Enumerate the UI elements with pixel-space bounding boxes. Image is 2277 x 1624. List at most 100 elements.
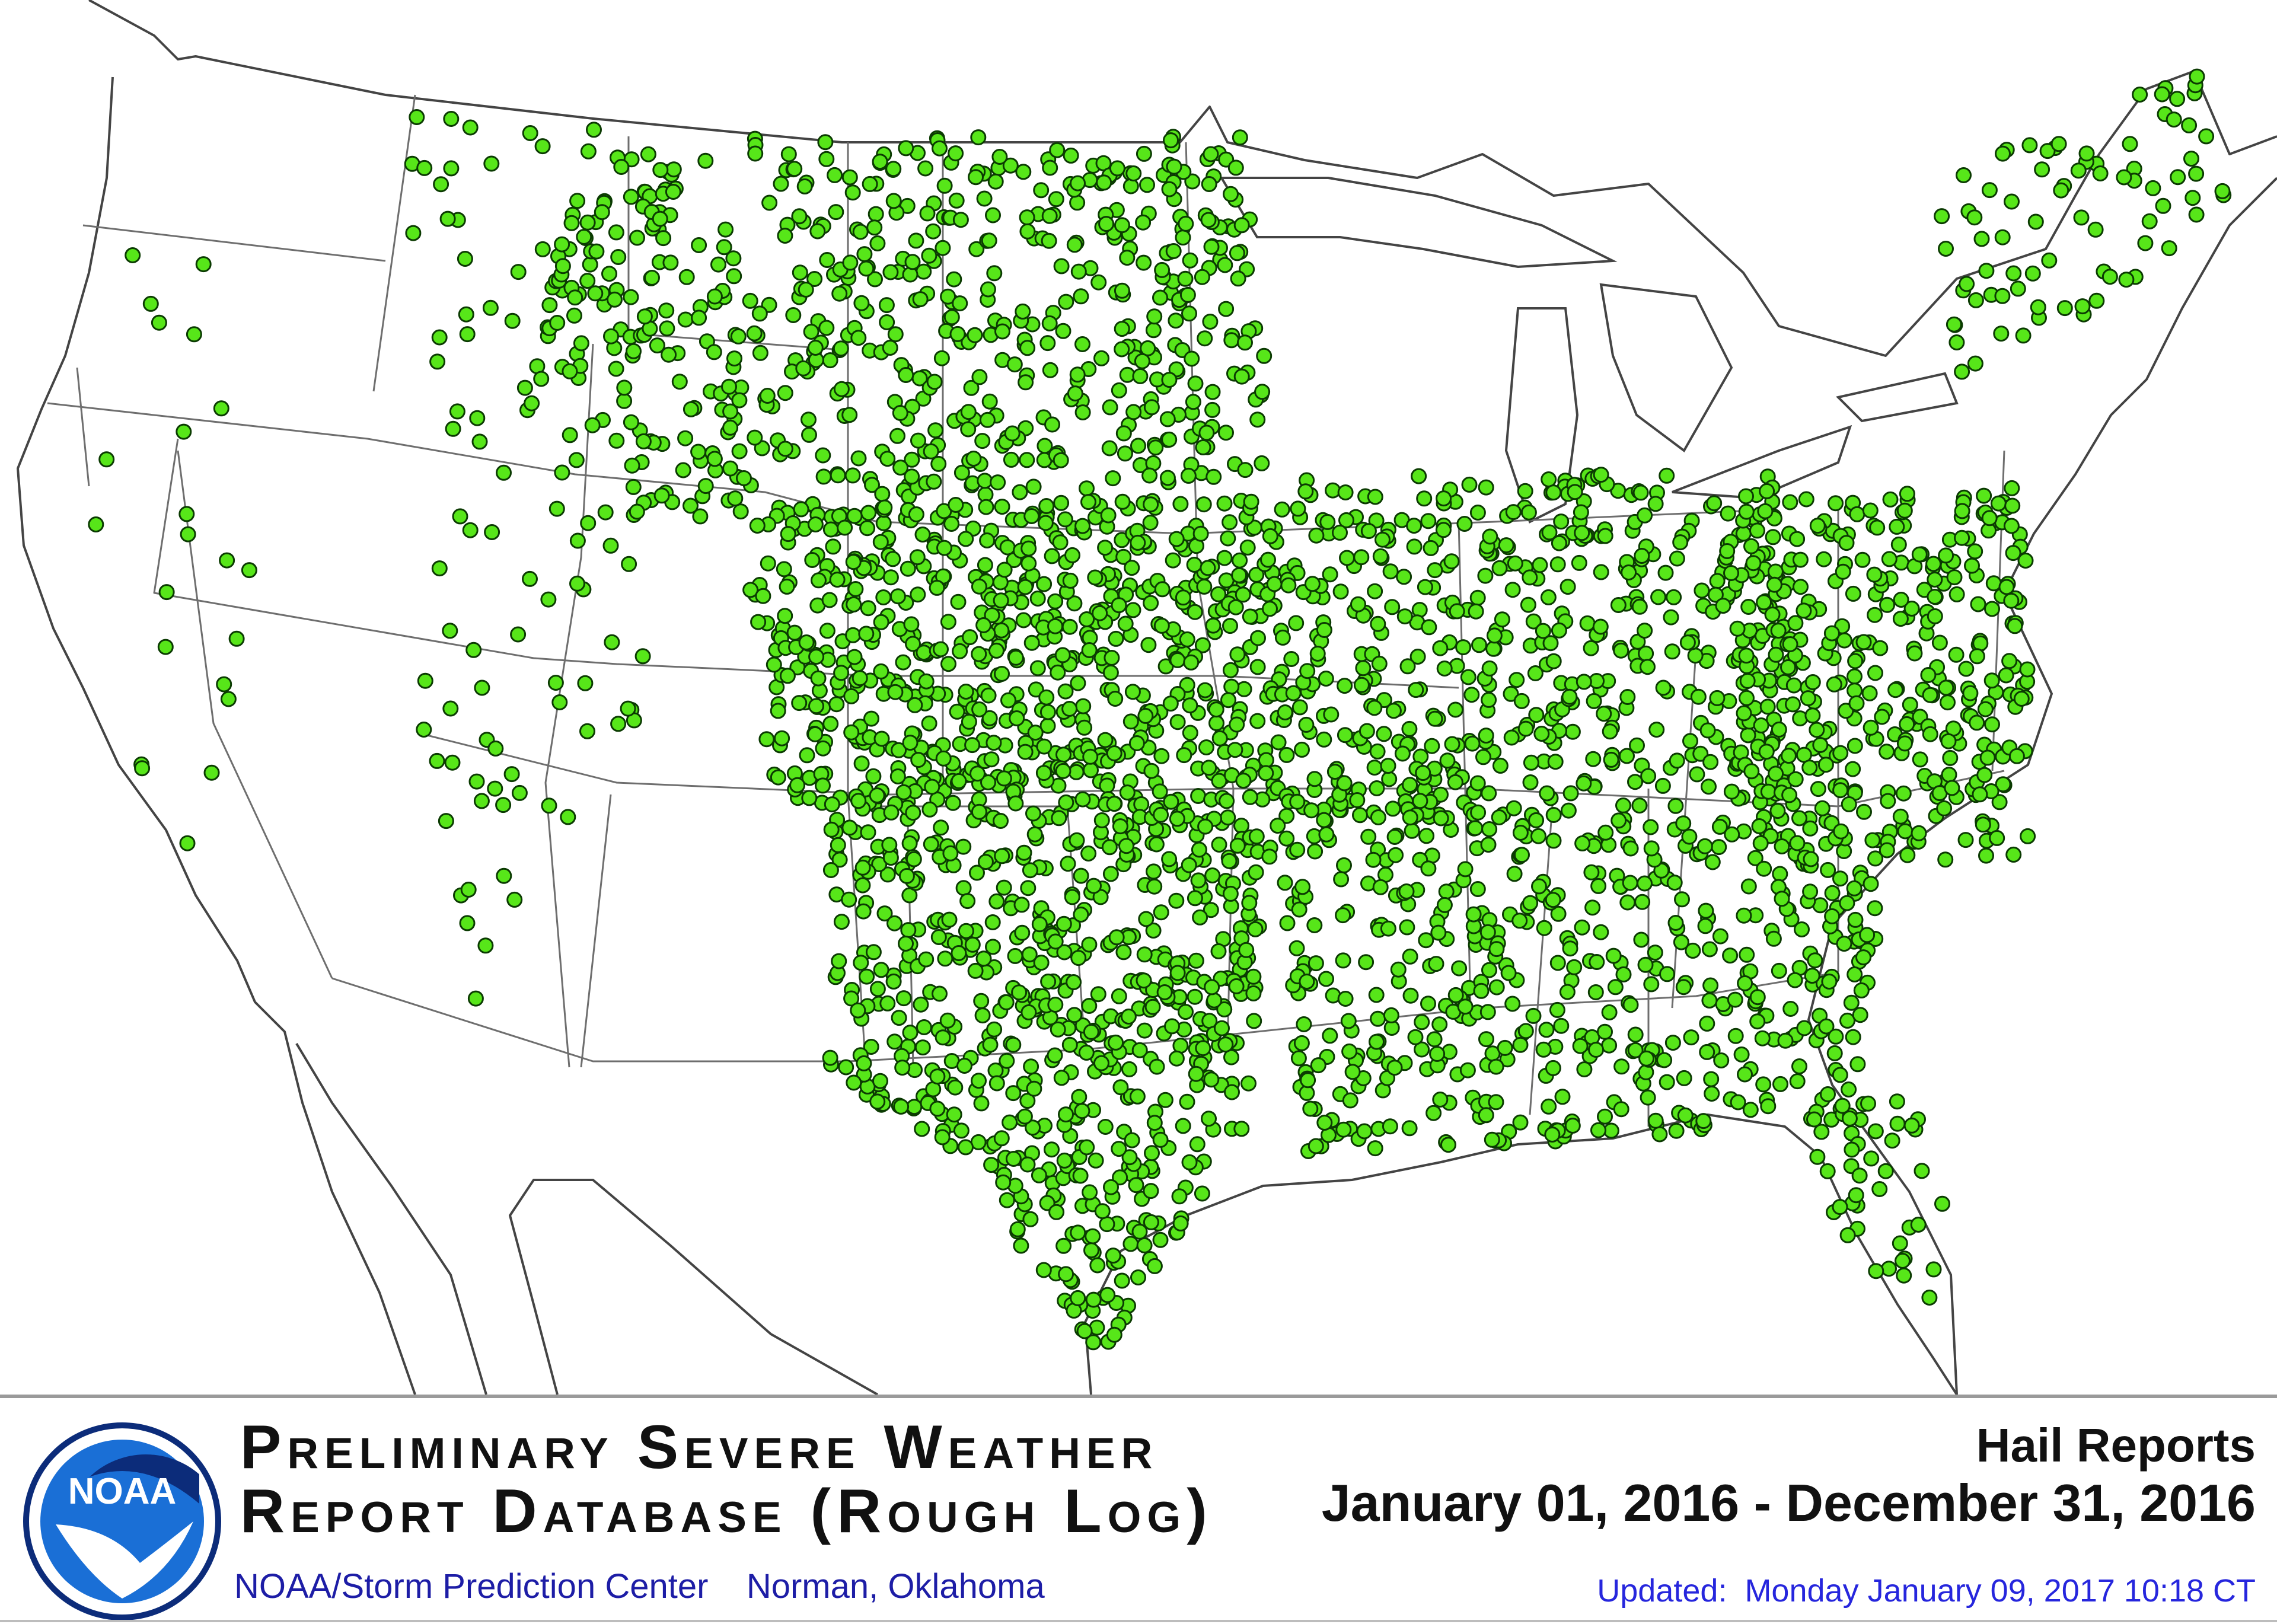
hail-report-marker xyxy=(1711,818,1728,835)
hail-report-marker xyxy=(503,766,520,783)
hail-report-marker xyxy=(747,429,763,446)
hail-report-marker xyxy=(1517,483,1533,499)
hail-report-marker xyxy=(1175,589,1191,606)
hail-report-marker xyxy=(471,433,488,450)
hail-report-marker xyxy=(1984,716,2000,733)
hail-report-marker xyxy=(1233,368,1250,385)
hail-report-marker xyxy=(977,854,994,870)
hail-report-marker xyxy=(821,592,838,608)
hail-report-marker xyxy=(1749,522,1765,539)
hail-report-marker xyxy=(1401,720,1418,737)
hail-report-marker xyxy=(887,684,904,700)
hail-report-marker xyxy=(1085,1228,1101,1245)
hail-report-marker xyxy=(1877,1163,1894,1179)
hail-report-marker xyxy=(901,887,918,904)
hail-report-marker xyxy=(1069,832,1085,848)
hail-report-marker xyxy=(1171,1188,1188,1205)
hail-report-marker xyxy=(1735,525,1752,542)
hail-report-marker xyxy=(1325,482,1341,499)
hail-report-marker xyxy=(1239,539,1256,556)
hail-report-marker xyxy=(801,426,817,443)
hail-report-marker xyxy=(971,701,988,717)
hail-report-marker xyxy=(1647,1112,1664,1129)
hail-report-marker xyxy=(1223,1049,1239,1065)
hail-report-marker xyxy=(1853,982,1870,998)
hail-report-marker xyxy=(496,464,512,481)
hail-report-marker xyxy=(541,297,558,314)
hail-report-marker xyxy=(1033,182,1050,199)
hail-report-marker xyxy=(1938,679,1954,696)
hail-report-marker xyxy=(841,819,858,836)
hail-report-marker xyxy=(1426,1031,1443,1048)
hail-report-marker xyxy=(510,264,527,280)
hail-report-marker xyxy=(662,254,679,271)
hail-report-marker xyxy=(1740,727,1756,744)
hail-report-marker xyxy=(2198,128,2215,145)
hail-report-marker xyxy=(1629,737,1645,754)
hail-report-marker xyxy=(582,256,598,273)
hail-report-marker xyxy=(726,350,742,367)
hail-report-marker xyxy=(1122,1236,1139,1252)
hail-report-marker xyxy=(1285,685,1302,701)
hail-report-marker xyxy=(1064,889,1080,905)
hail-report-marker xyxy=(1742,1102,1759,1118)
hail-report-marker xyxy=(1473,982,1490,999)
hail-report-marker xyxy=(1497,1039,1513,1056)
hail-report-marker xyxy=(1353,677,1370,693)
hail-report-marker xyxy=(793,501,809,518)
hail-report-marker xyxy=(1809,722,1825,738)
hail-report-marker xyxy=(1156,984,1173,1000)
hail-report-marker xyxy=(1007,795,1024,812)
hail-report-marker xyxy=(1765,930,1782,947)
hail-report-marker xyxy=(1053,258,1070,275)
hail-report-marker xyxy=(1912,751,1928,768)
hail-report-marker xyxy=(1962,685,1979,701)
hail-report-marker xyxy=(1590,878,1607,894)
hail-report-marker xyxy=(1229,245,1245,261)
hail-report-marker xyxy=(932,985,948,1002)
hail-report-marker xyxy=(1647,945,1663,961)
hail-report-marker xyxy=(1194,1185,1210,1202)
hail-report-marker xyxy=(1944,780,1960,796)
hail-report-marker xyxy=(1050,664,1066,681)
hail-report-marker xyxy=(1701,941,1718,958)
hail-report-marker xyxy=(469,410,486,426)
hail-report-marker xyxy=(1507,555,1523,572)
hail-report-marker xyxy=(1020,1004,1037,1020)
hail-report-marker xyxy=(1367,489,1383,505)
hail-report-marker xyxy=(722,403,739,420)
hail-report-marker xyxy=(1634,548,1650,564)
hail-report-marker xyxy=(2017,553,2034,569)
hail-report-marker xyxy=(846,1074,862,1091)
hail-report-marker xyxy=(1297,483,1314,500)
hail-report-marker xyxy=(844,467,861,484)
hail-report-marker xyxy=(1994,229,2011,245)
hail-report-marker xyxy=(1547,754,1564,770)
hail-report-marker xyxy=(1669,550,1685,567)
hail-report-marker xyxy=(1211,730,1228,746)
hail-report-marker xyxy=(1633,931,1650,948)
hail-report-marker xyxy=(1685,942,1701,959)
hail-report-marker xyxy=(1698,902,1714,919)
hail-report-marker xyxy=(1131,1223,1148,1240)
hail-report-marker xyxy=(1168,312,1184,329)
hail-report-marker xyxy=(1166,158,1182,175)
hail-report-marker xyxy=(1657,564,1674,581)
hail-report-marker xyxy=(1136,946,1153,963)
hail-report-marker xyxy=(1020,880,1037,896)
hail-report-marker xyxy=(841,891,857,908)
hail-report-marker xyxy=(1249,411,1266,428)
hail-report-marker xyxy=(1221,853,1238,869)
hail-report-marker xyxy=(1058,1266,1074,1282)
hail-report-marker xyxy=(1194,269,1210,285)
hail-report-marker xyxy=(1066,974,1082,990)
hail-report-marker xyxy=(1756,860,1772,877)
hail-report-marker xyxy=(1016,844,1032,861)
hail-report-marker xyxy=(1161,372,1178,388)
hail-report-marker xyxy=(1080,845,1097,862)
hail-report-marker xyxy=(948,145,964,162)
hail-report-marker xyxy=(1082,1184,1098,1201)
hail-report-marker xyxy=(1124,560,1140,576)
hail-report-marker xyxy=(1254,455,1270,471)
hail-report-marker xyxy=(1142,515,1159,531)
